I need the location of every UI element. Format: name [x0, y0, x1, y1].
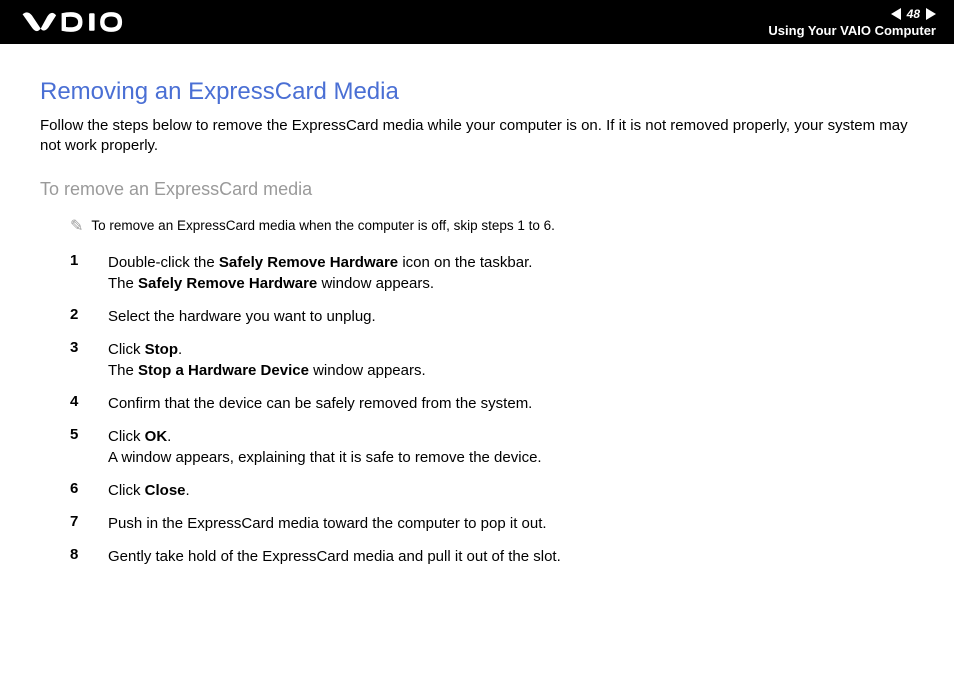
- steps-list: 1Double-click the Safely Remove Hardware…: [40, 252, 914, 567]
- step-body: Double-click the Safely Remove Hardware …: [100, 252, 914, 294]
- step-body: Click OK.A window appears, explaining th…: [100, 426, 914, 468]
- header-right: 48 Using Your VAIO Computer: [768, 7, 936, 38]
- step-number: 5: [40, 426, 100, 443]
- step-number: 4: [40, 393, 100, 410]
- prev-page-icon[interactable]: [891, 8, 901, 20]
- next-page-icon[interactable]: [926, 8, 936, 20]
- page-number: 48: [907, 7, 920, 21]
- step-number: 3: [40, 339, 100, 356]
- page-nav: 48: [891, 7, 936, 21]
- step-number: 8: [40, 546, 100, 563]
- procedure-subhead: To remove an ExpressCard media: [40, 179, 914, 200]
- note-text: To remove an ExpressCard media when the …: [91, 218, 554, 233]
- page-title: Removing an ExpressCard Media: [40, 78, 914, 106]
- step-row: 7Push in the ExpressCard media toward th…: [40, 513, 914, 534]
- step-body: Click Close.: [100, 480, 914, 501]
- page-content: Removing an ExpressCard Media Follow the…: [0, 44, 954, 567]
- step-number: 7: [40, 513, 100, 530]
- step-row: 6Click Close.: [40, 480, 914, 501]
- step-body: Click Stop.The Stop a Hardware Device wi…: [100, 339, 914, 381]
- note-block: ✎ To remove an ExpressCard media when th…: [70, 218, 914, 238]
- step-row: 8Gently take hold of the ExpressCard med…: [40, 546, 914, 567]
- note-icon: ✎: [70, 216, 83, 236]
- section-label: Using Your VAIO Computer: [768, 23, 936, 38]
- step-body: Select the hardware you want to unplug.: [100, 306, 914, 327]
- step-number: 1: [40, 252, 100, 269]
- step-row: 2Select the hardware you want to unplug.: [40, 306, 914, 327]
- step-body: Confirm that the device can be safely re…: [100, 393, 914, 414]
- step-row: 3Click Stop.The Stop a Hardware Device w…: [40, 339, 914, 381]
- step-body: Push in the ExpressCard media toward the…: [100, 513, 914, 534]
- step-number: 2: [40, 306, 100, 323]
- step-row: 4Confirm that the device can be safely r…: [40, 393, 914, 414]
- step-number: 6: [40, 480, 100, 497]
- step-row: 5Click OK.A window appears, explaining t…: [40, 426, 914, 468]
- step-body: Gently take hold of the ExpressCard medi…: [100, 546, 914, 567]
- intro-paragraph: Follow the steps below to remove the Exp…: [40, 116, 914, 157]
- step-row: 1Double-click the Safely Remove Hardware…: [40, 252, 914, 294]
- vaio-logo: [22, 11, 132, 33]
- header-bar: 48 Using Your VAIO Computer: [0, 0, 954, 44]
